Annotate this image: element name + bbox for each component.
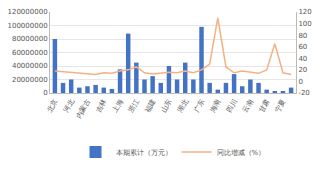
svg-text:湖北: 湖北 [176,98,190,114]
svg-text:吉林: 吉林 [95,98,109,114]
svg-text:北京: 北京 [46,98,60,114]
svg-text:四川: 四川 [225,98,239,114]
svg-text:120000000: 120000000 [8,8,48,16]
svg-text:20: 20 [298,66,307,74]
svg-text:40: 40 [298,55,307,63]
svg-text:120: 120 [298,8,311,16]
svg-text:80000000: 80000000 [12,35,48,43]
svg-text:云南: 云南 [241,98,255,114]
svg-text:甘肃: 甘肃 [258,98,272,114]
svg-text:80: 80 [298,32,307,40]
svg-text:0: 0 [298,78,302,86]
svg-text:40000000: 40000000 [12,62,48,70]
svg-text:60: 60 [298,43,307,51]
svg-text:上海: 上海 [111,98,125,114]
svg-text:100000000: 100000000 [8,22,48,30]
svg-text:广东: 广东 [192,98,206,114]
svg-text:浙江: 浙江 [127,98,141,114]
svg-text:福建: 福建 [143,98,157,114]
svg-text:山东: 山东 [160,98,174,114]
svg-text:本期累计（万元）: 本期累计（万元） [116,149,172,157]
svg-text:海南: 海南 [209,98,223,114]
svg-text:100: 100 [298,20,311,28]
svg-text:河北: 河北 [62,98,76,114]
svg-text:内蒙古: 内蒙古 [75,98,92,120]
svg-text:0: 0 [43,89,47,97]
svg-text:同比增减（%）: 同比增减（%） [217,149,266,157]
svg-text:-20: -20 [298,89,309,97]
svg-text:宁夏: 宁夏 [274,98,288,114]
svg-text:20000000: 20000000 [12,76,48,84]
svg-text:60000000: 60000000 [12,49,48,57]
